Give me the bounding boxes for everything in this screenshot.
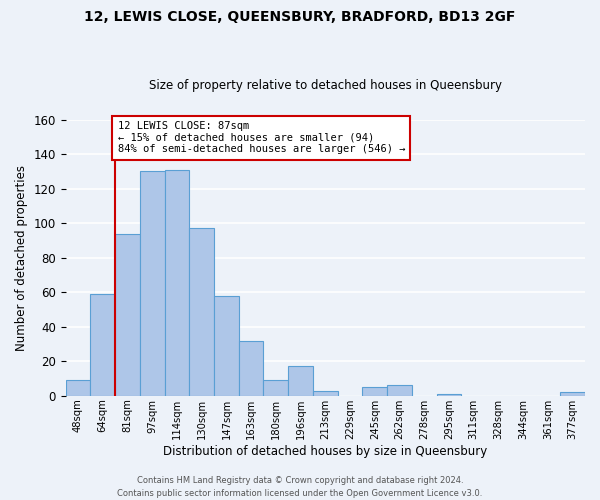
- Text: 12, LEWIS CLOSE, QUEENSBURY, BRADFORD, BD13 2GF: 12, LEWIS CLOSE, QUEENSBURY, BRADFORD, B…: [85, 10, 515, 24]
- Bar: [91, 294, 115, 396]
- Bar: [214, 296, 239, 396]
- Bar: [313, 390, 338, 396]
- Bar: [65, 380, 91, 396]
- Bar: [115, 234, 140, 396]
- Bar: [263, 380, 288, 396]
- Bar: [288, 366, 313, 396]
- X-axis label: Distribution of detached houses by size in Queensbury: Distribution of detached houses by size …: [163, 444, 487, 458]
- Bar: [164, 170, 190, 396]
- Bar: [140, 172, 164, 396]
- Text: 12 LEWIS CLOSE: 87sqm
← 15% of detached houses are smaller (94)
84% of semi-deta: 12 LEWIS CLOSE: 87sqm ← 15% of detached …: [118, 122, 405, 154]
- Bar: [239, 340, 263, 396]
- Bar: [190, 228, 214, 396]
- Bar: [387, 386, 412, 396]
- Title: Size of property relative to detached houses in Queensbury: Size of property relative to detached ho…: [149, 79, 502, 92]
- Bar: [437, 394, 461, 396]
- Y-axis label: Number of detached properties: Number of detached properties: [15, 164, 28, 350]
- Text: Contains HM Land Registry data © Crown copyright and database right 2024.
Contai: Contains HM Land Registry data © Crown c…: [118, 476, 482, 498]
- Bar: [362, 387, 387, 396]
- Bar: [560, 392, 585, 396]
